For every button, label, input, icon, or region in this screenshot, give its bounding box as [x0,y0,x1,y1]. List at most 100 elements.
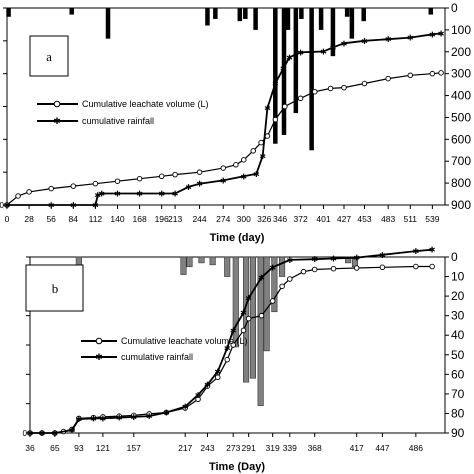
panel-b-leachate-point [300,268,307,275]
panel-a-x-tick-label: 56 [46,214,56,224]
panel-b-rainfall-point: ✱ [116,414,123,423]
panel-a-rainfall-bar [69,8,74,15]
panel-a-x-tick-label: 372 [293,214,307,224]
panel-a-leachate-point [327,85,334,92]
panel-b-x-tick-label: 121 [96,443,110,453]
panel-a-rainfall-bar [253,8,258,30]
panel-a-x-tick-label: 244 [192,214,206,224]
panel-a-x-tick-label: 196 [155,214,169,224]
panel-b-rainfall-point: ✱ [195,391,202,400]
panel-b-rainfall-point: ✱ [330,254,337,263]
panel-a-leachate-line [6,72,442,206]
panel-a-right-tick-label: 900 [451,198,471,212]
panel-a-rainfall-bar [281,8,287,135]
panel-b-rainfall-point: ✱ [52,429,59,438]
panel-b-x-tick-label: 486 [409,443,423,453]
panel-b-x-tick-label: 93 [74,443,84,453]
panel-b-rainfall-point: ✱ [269,263,276,272]
panel-a-rainfall-point: ✱ [272,80,279,89]
panel-a-right-tick-label: 400 [451,89,471,103]
panel-b-label-box [25,264,84,312]
panel-b-right-tick-label: 80 [451,406,465,420]
panel-a-x-tick-label: 511 [403,214,417,224]
panel-a-x-tick-label: 300 [237,214,251,224]
panel-a-leachate-point [385,75,391,82]
panel-b-rainfall-point: ✱ [353,254,360,263]
panel-b-rainfall-point: ✱ [27,429,34,438]
panel-b-leachate-point [279,283,285,290]
panel-a-leachate-point [92,180,99,187]
panel-b-x-tick-label: 36 [25,443,35,453]
panel-a-leachate-point [70,183,77,189]
panel-b-rainfall-bar [279,256,286,277]
panel-b-rainfall-point: ✱ [130,413,137,422]
panel-b-rainfall-point: ✱ [240,309,247,318]
panel-a-leachate-point [15,193,21,199]
panel-b-leachate-point [330,265,337,272]
panel-a-leachate-point [438,70,444,76]
panel-b-right-tick-label: 90 [451,426,465,440]
panel-b-rainfall-bar [263,256,270,352]
panel-b-legend: Cumulative leachate volume (L) ✱ cumulat… [81,336,248,362]
panel-b-leachate-point [195,396,201,403]
panel-a-leachate-point [136,175,143,182]
panel-a-leachate-point [312,88,318,95]
panel-a-x-tick-label: 168 [132,214,146,224]
panel-b-x-tick-label: 319 [266,443,280,453]
panel-b-x-tick-label: 447 [375,443,389,453]
panel-b-rainfall-bar [257,256,264,406]
panel-a-rainfall-bar [213,8,218,19]
panel-b-leachate-point [215,374,221,381]
panel-b-x-tick-label: 157 [127,443,141,453]
panel-a-right-tick-label: 600 [451,132,471,146]
panel-b-rainfall-point: ✱ [182,403,189,412]
panel-a-label-box [29,35,69,77]
panel-b-right-tick-label: 60 [451,367,465,381]
panel-a-leachate-point [258,139,264,146]
panel-b-right-tick-label: 30 [451,309,465,323]
panel-a-right-tick-label: 700 [451,154,471,168]
panel-a-legend-rainfall-label: cumulative rainfall [82,116,154,126]
panel-b-leachate-point [224,356,230,363]
panel-b-rainfall-bar [186,256,193,268]
panel-b-leachate-point [269,298,276,304]
panel-a-rainfall-point: ✱ [407,34,414,43]
panel-a-rainfall-point: ✱ [98,190,105,199]
panel-a-rainfall-bar [205,8,210,26]
panel-b-legend-leachate-label: Cumulative leachate volume (L) [121,336,248,346]
panel-a-legend-leachate-label: Cumulative leachate volume (L) [82,99,209,109]
panel-a-right-tick-label: 500 [451,110,471,124]
panel-a-rainfall-bar [344,8,350,17]
panel-b-rainfall-point: ✱ [311,255,318,264]
panel-a-right-tick-label: 300 [451,67,471,81]
panel-b-chart: 0 0 10 20 30 40 50 60 70 80 90 36 65 93 121 157 217 243 27… [23,246,465,453]
panel-b-right-tick-label: 40 [451,328,465,342]
panel-a-rainfall-point: ✱ [4,201,11,210]
panel-a-rainfall-bar [349,8,355,39]
panel-b-rainfall-point: ✱ [146,412,153,421]
panel-a-rainfall-bar [299,8,304,19]
panel-a-rainfall-point: ✱ [94,191,101,200]
panel-a-rainfall-bar [105,8,111,39]
panel-b-rainfall-bar [198,256,205,264]
panel-a-rainfall-bar [273,8,278,144]
panel-a-legend: Cumulative leachate volume (L) ✱ cumulat… [37,99,209,126]
panel-b-leachate-point [230,342,236,348]
panel-a-x-tick-label: 0 [5,214,10,224]
panel-a-leachate-point [26,189,32,195]
panel-b-rainfall-point: ✱ [204,381,211,390]
panel-a-rainfall-bar [243,8,248,19]
panel-a-right-tick-label: 200 [451,45,471,59]
panel-a-rainfall-bar [318,8,324,30]
panel-a-legend-rainfall-marker: ✱ [53,116,61,126]
panel-b-rainfall-line [30,248,433,434]
panel-a-x-tick-label: 274 [216,214,230,224]
panel-a-leachate-point [220,165,226,171]
panel-b-leachate-point [245,315,252,322]
panel-b-legend-rainfall-marker: ✱ [95,352,103,362]
panel-a-left-tick-label: 0 [0,201,5,210]
panel-a-rainfall-point: ✱ [429,30,436,39]
panel-b-x-axis-title: Time (Day) [209,461,265,473]
